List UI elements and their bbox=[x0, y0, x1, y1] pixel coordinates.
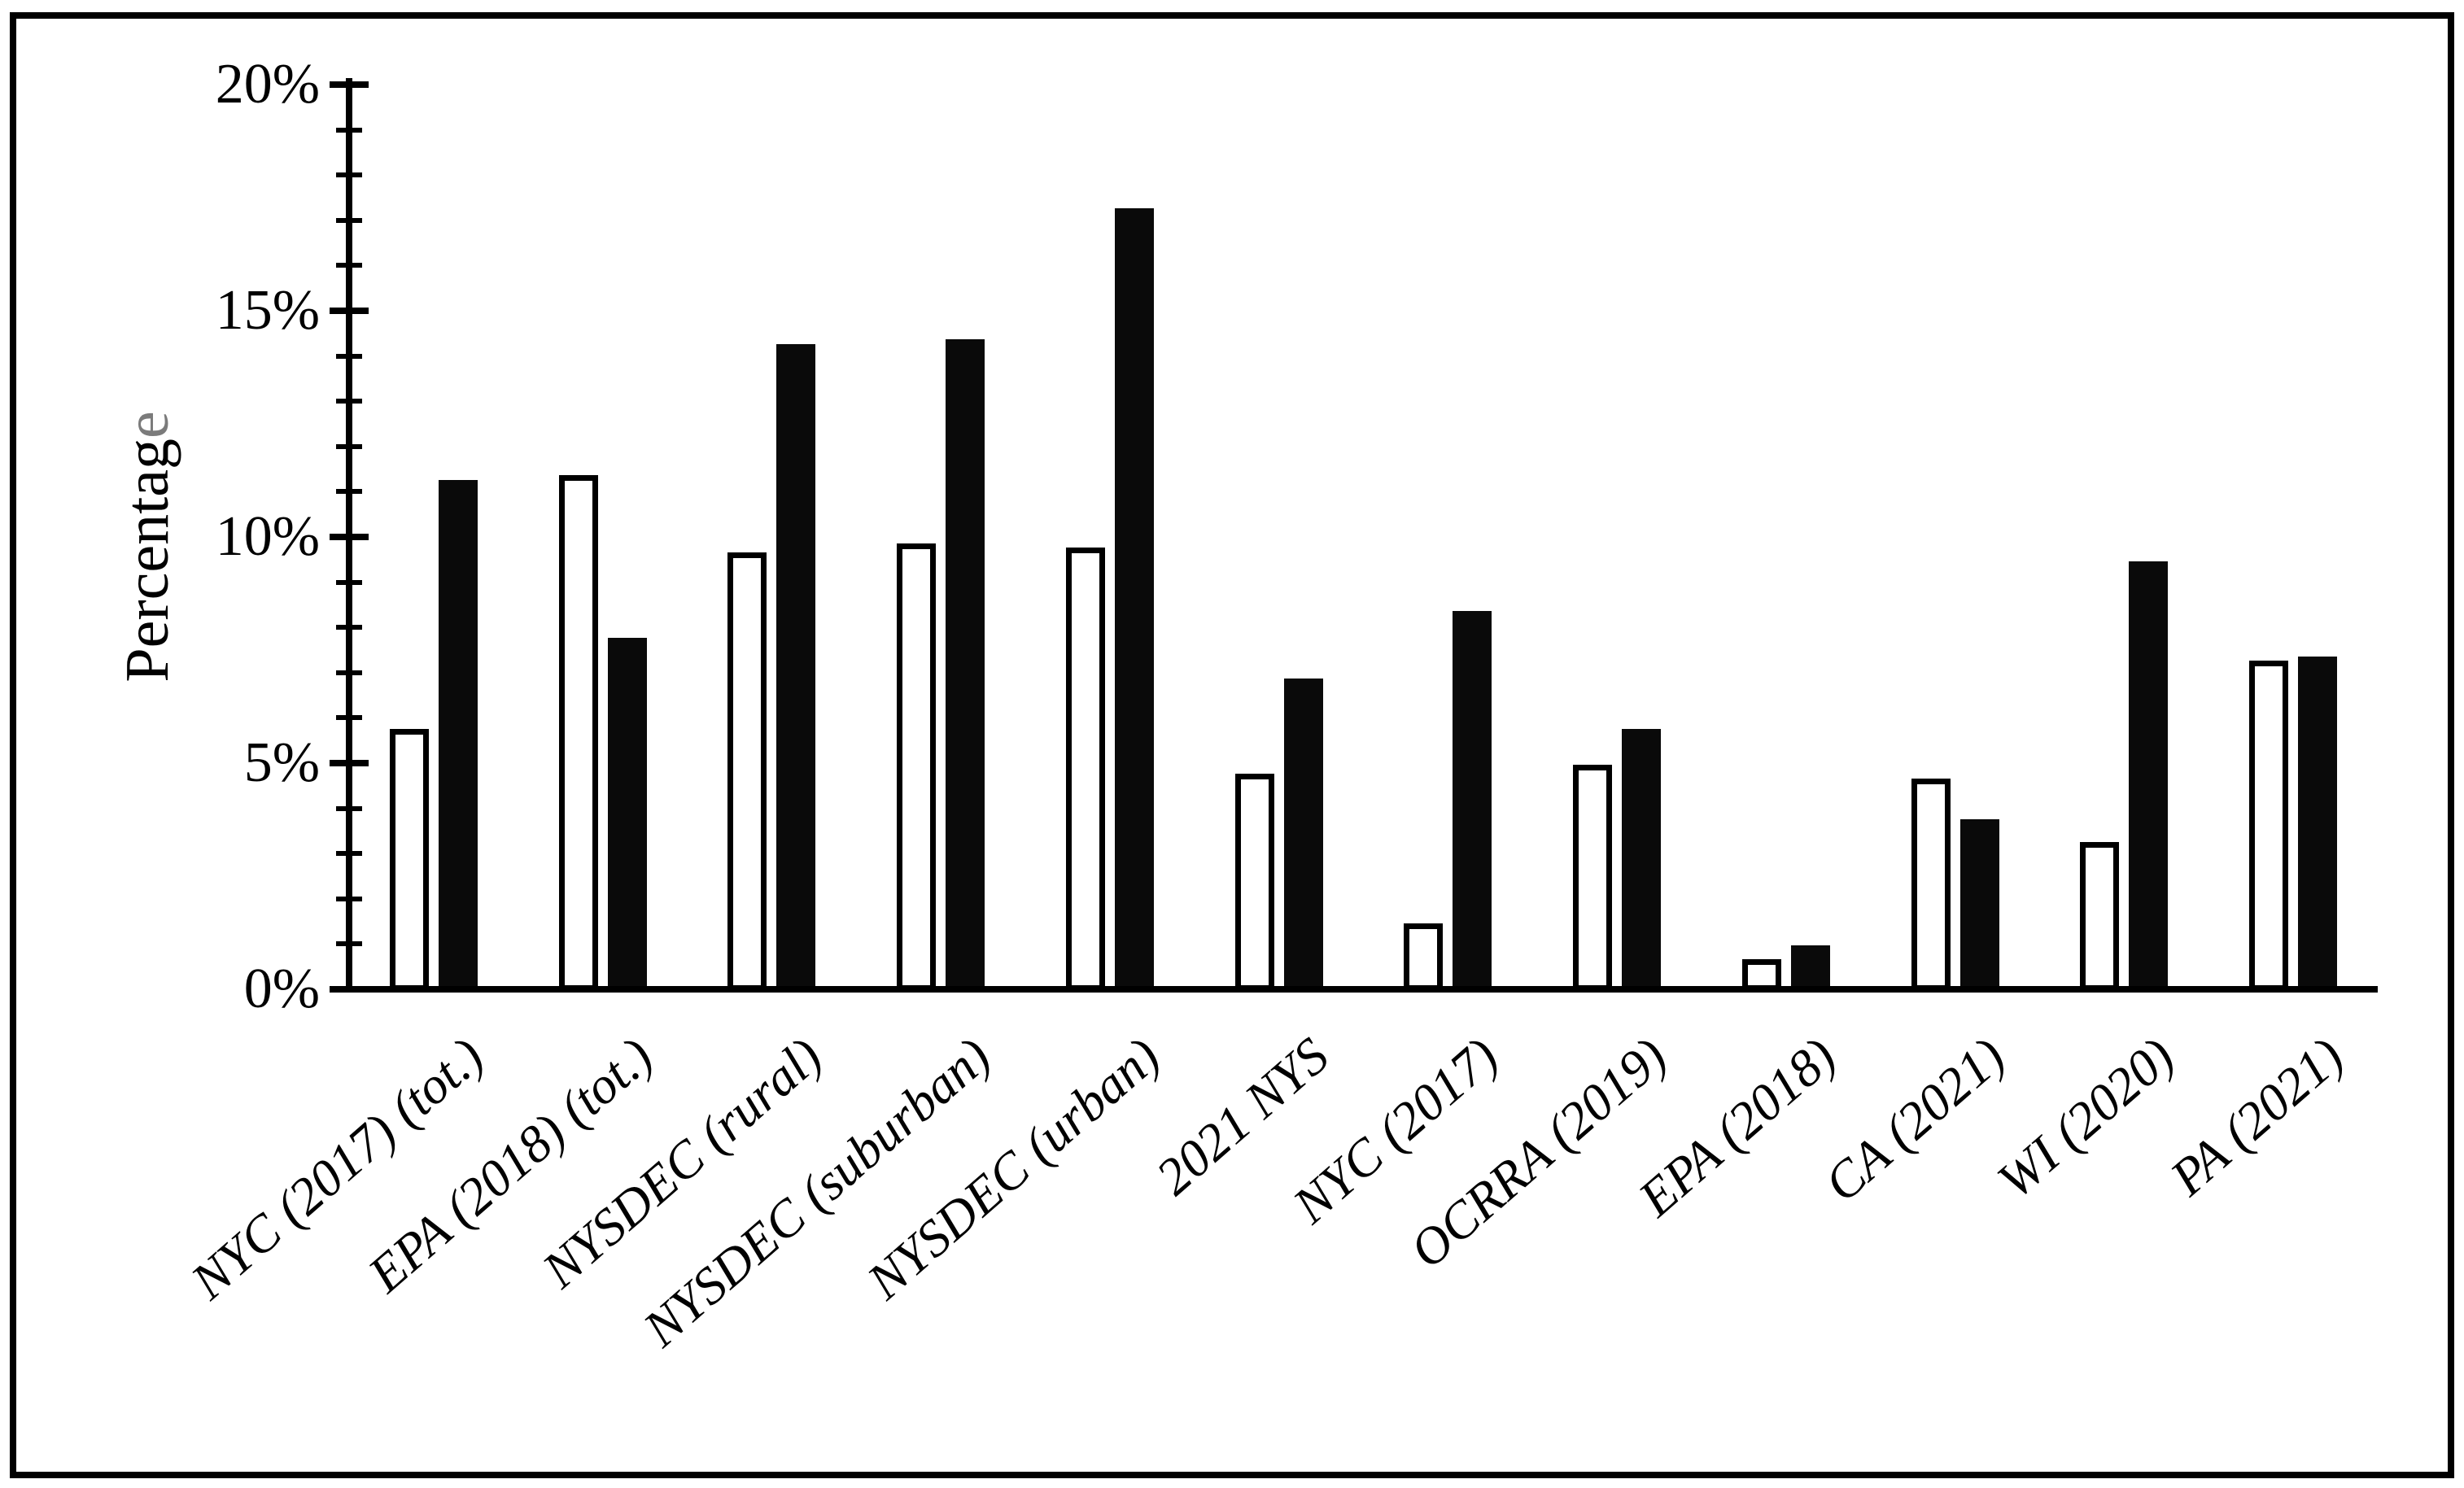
bar-white bbox=[2249, 661, 2289, 991]
bar-black bbox=[946, 339, 985, 991]
y-minor-tick bbox=[336, 805, 362, 811]
y-minor-tick bbox=[336, 217, 362, 223]
y-minor-tick bbox=[336, 851, 362, 857]
bar-white bbox=[1573, 765, 1613, 991]
bar-black bbox=[1790, 945, 1830, 991]
chart-frame bbox=[10, 12, 2454, 1478]
y-minor-tick bbox=[336, 670, 362, 675]
bar-white bbox=[1234, 774, 1274, 991]
bar-white bbox=[1065, 548, 1105, 991]
bar-black bbox=[2129, 561, 2169, 991]
y-tick-label: 10% bbox=[215, 505, 320, 568]
y-major-tick bbox=[330, 308, 369, 314]
bar-black bbox=[1622, 728, 1662, 991]
y-minor-tick bbox=[336, 127, 362, 133]
bar-black bbox=[2298, 656, 2338, 991]
y-minor-tick bbox=[336, 896, 362, 901]
y-minor-tick bbox=[336, 263, 362, 268]
y-minor-tick bbox=[336, 579, 362, 585]
bar-black bbox=[1453, 610, 1492, 991]
y-minor-tick bbox=[336, 489, 362, 495]
y-major-tick bbox=[330, 760, 369, 766]
bar-black bbox=[607, 638, 647, 991]
y-minor-tick bbox=[336, 399, 362, 404]
y-major-tick bbox=[330, 81, 369, 88]
y-minor-tick bbox=[336, 353, 362, 359]
y-minor-tick bbox=[336, 172, 362, 178]
bar-white bbox=[558, 475, 598, 991]
y-minor-tick bbox=[336, 625, 362, 631]
y-tick-label: 5% bbox=[243, 731, 320, 794]
y-minor-tick bbox=[336, 715, 362, 721]
bar-black bbox=[1114, 208, 1154, 991]
y-minor-tick bbox=[336, 443, 362, 449]
y-tick-label: 15% bbox=[215, 279, 320, 342]
bar-black bbox=[1283, 679, 1323, 991]
bar-black bbox=[776, 343, 816, 991]
bar-white bbox=[897, 543, 937, 991]
bar-black bbox=[438, 479, 478, 991]
y-major-tick bbox=[330, 534, 369, 540]
y-minor-tick bbox=[336, 941, 362, 947]
bar-black bbox=[1959, 818, 1999, 991]
x-axis-line bbox=[346, 986, 2378, 993]
y-tick-label: 0% bbox=[243, 958, 320, 1020]
y-tick-label: 20% bbox=[215, 53, 320, 116]
bar-white bbox=[2080, 841, 2120, 991]
